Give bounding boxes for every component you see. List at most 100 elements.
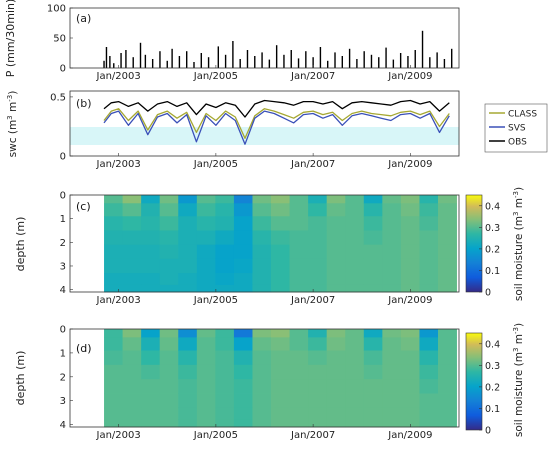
heatmap-cell [122,379,142,394]
heatmap-cell [196,364,216,380]
empty-period [70,329,105,427]
y-tick-label: 0 [60,191,66,202]
x-tick-label: Jan/2003 [96,295,141,306]
heatmap-cell [289,203,309,217]
heatmap-cell [400,337,420,351]
class-colorbar: 0 0.1 0.2 0.3 0.4 [465,194,500,299]
heatmap-cell [326,284,346,293]
heatmap-cell [141,203,161,217]
heatmap-cell [233,230,253,246]
heatmap-cell [382,379,402,394]
heatmap-cell [271,216,290,231]
heatmap-cell [345,273,365,286]
heatmap-cell [233,350,253,366]
heatmap-cell [326,407,346,421]
heatmap-cell [400,230,420,246]
heatmap-cell [122,393,142,409]
heatmap-cell [382,350,402,366]
heatmap-cell [345,230,365,246]
heatmap-cell [104,203,123,217]
x-tick-label: Jan/2007 [290,295,335,306]
heatmap-cell [400,350,420,366]
heatmap-cell [345,258,365,274]
heatmap-cell [419,329,439,338]
heatmap-cell [196,350,216,366]
heatmap-cell [400,258,420,274]
heatmap-cell [400,216,420,231]
heatmap-cell [271,258,290,274]
heatmap-cell [141,364,161,380]
svs-soil-moisture-heatmap: 0 1 2 3 4 Jan/2003 Jan/2005 Jan/2007 Jan/2009 (… [14,323,525,441]
x-tick-label: Jan/2003 [96,159,141,170]
x-tick-label: Jan/2009 [387,159,432,170]
heatmap-cell [308,419,328,428]
heatmap-cell [233,364,253,380]
heatmap-cell [419,244,439,260]
heatmap-cell [233,379,253,394]
x-tick-label: Jan/2007 [290,430,335,441]
soil-water-content-chart: 00.5 Jan/2003 Jan/2005 Jan/2007 Jan/2009 (b… [6,90,548,170]
precip-bar [268,59,271,68]
precip-bar [378,57,380,68]
heatmap-cell [400,195,420,204]
heatmap-cell [122,350,142,366]
heatmap-cell [271,379,290,394]
x-tick-label: Jan/2005 [193,430,238,441]
y-tick-label: 50 [53,34,66,45]
heatmap-cell [252,364,272,380]
heatmap-cell [215,337,235,351]
precip-bar [399,53,402,68]
x-tick-label: Jan/2003 [96,430,141,441]
heatmap-cell [419,393,439,409]
heatmap-cell [122,364,142,380]
heatmap-cell [345,195,365,204]
heatmap-cell [289,419,309,428]
heatmap-cell [382,203,402,217]
heatmap-cell [122,258,142,274]
precip-bar [312,57,314,68]
heatmap-cell [252,195,272,204]
panel-label-a: (a) [76,12,91,25]
colorbar-tick-label: 0.3 [485,361,500,372]
x-tick-label: Jan/2009 [387,430,432,441]
heatmap-cell [104,419,123,428]
precip-bar [151,59,154,68]
heatmap-cell [159,337,179,351]
swc-axes-frame [69,90,460,157]
precip-bar [370,54,373,68]
panel-label-d: (d) [76,342,92,355]
x-tick-label: Jan/2009 [387,295,432,306]
heatmap-cell [104,393,123,409]
heatmap-cell [271,195,290,204]
heatmap-cell [122,203,142,217]
heatmap-cell [308,195,328,204]
heatmap-cell [326,258,346,274]
heatmap-cell [122,244,142,260]
heatmap-cell [159,195,179,204]
svs-heatmap-x-ticks: Jan/2003 Jan/2005 Jan/2007 Jan/2009 [96,424,432,441]
heatmap-cell [252,407,272,421]
heatmap-cell [104,350,123,366]
class-heatmap-y-ticks: 0 1 2 3 4 [60,191,73,296]
swc-y-label: swc (m3 m-3) [6,91,19,158]
heatmap-cell [419,419,439,428]
precip-bar [178,56,181,68]
heatmap-cell [252,379,272,394]
heatmap-cell [419,258,439,274]
heatmap-cell [419,364,439,380]
heatmap-cell [252,350,272,366]
precip-bar [144,54,147,68]
heatmap-cell [419,230,439,246]
precipitation-x-ticks: Jan/2003 Jan/2005 Jan/2007 Jan/2009 [96,65,432,82]
heatmap-cell [363,216,383,231]
x-tick-label: Jan/2007 [290,71,335,82]
heatmap-cell [104,273,123,286]
heatmap-cell [345,419,365,428]
heatmap-cell [252,284,272,293]
heatmap-cell [308,203,328,217]
precip-bar [109,56,111,68]
precip-bar [421,30,424,68]
y-tick-label: 0 [60,152,66,163]
heatmap-cell [141,379,161,394]
precip-bar [261,52,263,68]
